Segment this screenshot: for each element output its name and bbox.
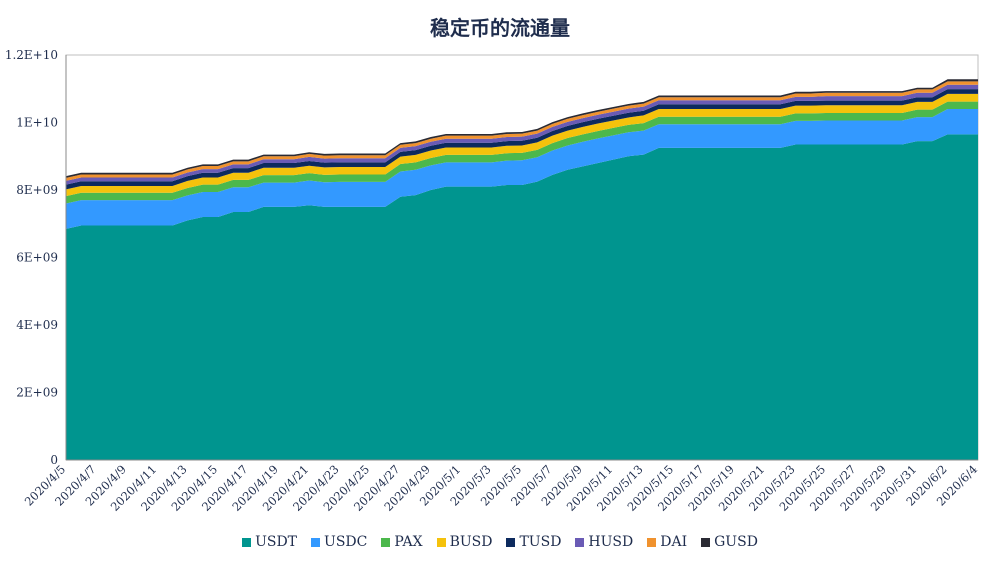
legend: USDT USDC PAX BUSD TUSD HUSD DAI GUSD (0, 534, 1000, 550)
legend-item-pax: PAX (381, 534, 423, 550)
legend-swatch (311, 537, 321, 547)
y-tick-label: 6E+09 (16, 251, 58, 265)
legend-swatch (381, 537, 391, 547)
area-usdc (66, 109, 978, 229)
legend-label: USDC (324, 534, 368, 550)
legend-label: TUSD (519, 534, 562, 550)
legend-label: GUSD (714, 534, 758, 550)
area-husd (66, 84, 978, 185)
legend-swatch (436, 537, 446, 547)
chart-title: 稳定币的流通量 (430, 16, 570, 40)
legend-item-busd: BUSD (436, 534, 493, 550)
y-tick-label: 4E+09 (16, 318, 58, 332)
legend-item-husd: HUSD (575, 534, 633, 550)
legend-swatch (575, 537, 585, 547)
y-tick-label: 0 (50, 453, 58, 467)
area-tusd (66, 89, 978, 190)
y-tick-label: 1E+10 (16, 116, 58, 130)
legend-item-usdc: USDC (311, 534, 367, 550)
legend-swatch (506, 537, 516, 547)
legend-item-dai: DAI (647, 534, 687, 550)
legend-swatch (242, 537, 252, 547)
y-tick-label: 8E+09 (16, 183, 58, 197)
legend-label: BUSD (449, 534, 493, 550)
legend-swatch (701, 537, 711, 547)
legend-label: DAI (660, 534, 688, 550)
legend-label: HUSD (588, 534, 634, 550)
legend-item-tusd: TUSD (506, 534, 561, 550)
legend-item-usdt: USDT (242, 534, 297, 550)
legend-swatch (647, 537, 657, 547)
y-tick-label: 1.2E+10 (5, 48, 58, 62)
legend-label: PAX (394, 534, 423, 550)
legend-item-gusd: GUSD (701, 534, 758, 550)
area-pax (66, 101, 978, 204)
area-usdt (66, 134, 978, 460)
y-tick-label: 2E+09 (16, 386, 58, 400)
area-busd (66, 93, 978, 197)
legend-label: USDT (255, 534, 298, 550)
